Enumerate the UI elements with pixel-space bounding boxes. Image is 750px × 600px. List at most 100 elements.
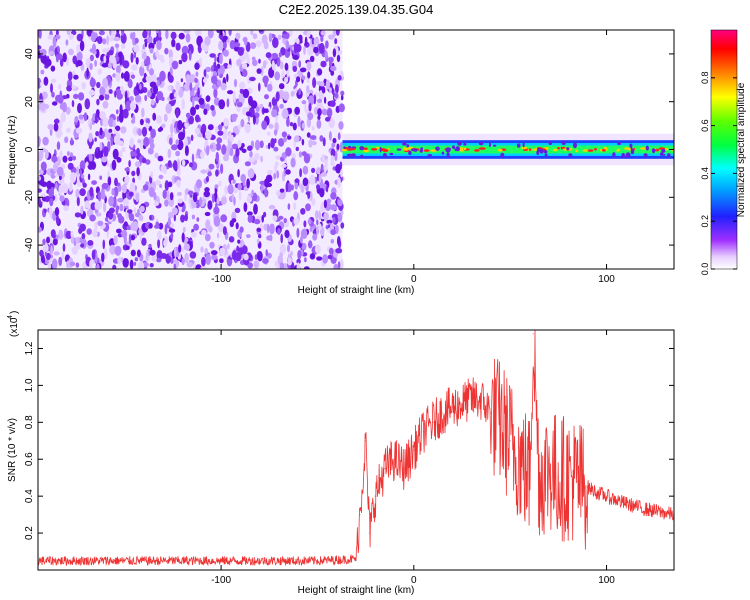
noise-blob	[121, 43, 126, 50]
noise-blob	[100, 192, 106, 200]
noise-blob	[52, 36, 57, 48]
noise-blob	[136, 147, 140, 155]
noise-blob	[193, 223, 200, 231]
noise-blob	[80, 63, 85, 71]
noise-blob	[211, 193, 215, 203]
noise-blob	[50, 65, 56, 72]
noise-blob	[259, 103, 264, 109]
noise-blob	[309, 253, 316, 260]
noise-blob	[300, 228, 308, 239]
noise-blob	[112, 148, 119, 160]
noise-blob	[170, 256, 174, 264]
snr-point	[384, 467, 386, 470]
noise-blob	[332, 48, 337, 58]
noise-blob	[298, 151, 303, 158]
noise-blob	[106, 132, 111, 141]
noise-blob	[53, 118, 60, 124]
band-fringe	[396, 148, 402, 151]
noise-blob	[116, 93, 123, 100]
noise-blob	[284, 229, 290, 239]
noise-blob	[298, 60, 302, 68]
noise-blob	[201, 256, 206, 267]
noise-blob	[149, 263, 154, 268]
noise-blob	[219, 53, 223, 65]
noise-blob	[119, 203, 124, 212]
noise-blob	[219, 64, 225, 75]
noise-blob	[181, 232, 185, 243]
noise-blob	[95, 131, 99, 137]
noise-blob	[54, 193, 58, 203]
noise-blob	[195, 104, 200, 110]
noise-blob	[69, 261, 76, 267]
noise-blob	[131, 64, 138, 71]
noise-blob	[314, 244, 321, 254]
noise-blob	[109, 55, 116, 64]
noise-blob	[149, 47, 154, 54]
noise-blob	[79, 168, 83, 177]
noise-blob	[137, 139, 141, 144]
snr-point	[422, 430, 425, 433]
snr-point	[220, 560, 222, 562]
noise-blob	[79, 237, 83, 244]
band-peak	[363, 147, 368, 150]
noise-blob	[45, 195, 50, 203]
noise-blob	[236, 101, 243, 108]
noise-blob	[130, 150, 135, 157]
noise-blob	[81, 233, 86, 240]
noise-blob	[288, 257, 292, 262]
noise-blob	[241, 62, 248, 69]
noise-blob	[76, 33, 84, 42]
band-peak	[575, 149, 579, 153]
noise-blob	[114, 125, 121, 132]
noise-blob	[246, 234, 251, 239]
noise-blob	[191, 153, 195, 164]
noise-blob	[125, 100, 132, 112]
noise-blob	[204, 233, 211, 242]
noise-blob	[284, 62, 289, 71]
noise-blob	[190, 199, 194, 205]
noise-blob	[75, 127, 83, 134]
noise-blob	[307, 44, 314, 56]
noise-blob	[87, 240, 94, 246]
noise-blob	[268, 32, 273, 43]
snr-scale-note: (x10	[9, 317, 20, 337]
noise-blob	[320, 35, 324, 42]
noise-blob	[122, 108, 129, 119]
noise-blob	[103, 55, 107, 63]
noise-blob	[237, 124, 242, 130]
noise-blob	[177, 158, 180, 170]
noise-blob	[337, 177, 341, 188]
y-tick-label: 1.2	[24, 341, 35, 355]
noise-blob	[284, 76, 289, 84]
noise-blob	[283, 217, 287, 224]
noise-blob	[227, 90, 234, 95]
noise-blob	[157, 54, 165, 61]
noise-blob	[76, 44, 80, 53]
noise-blob	[99, 111, 106, 120]
noise-blob	[181, 159, 186, 167]
noise-blob	[167, 160, 172, 168]
noise-blob	[65, 106, 71, 115]
noise-blob	[303, 266, 310, 269]
noise-blob	[89, 214, 96, 222]
band-fringe	[419, 149, 423, 153]
noise-blob	[141, 237, 147, 246]
noise-blob	[332, 217, 336, 224]
noise-blob	[133, 191, 136, 197]
noise-blob	[189, 251, 197, 259]
noise-blob	[326, 198, 332, 204]
noise-blob	[203, 108, 208, 115]
noise-blob	[62, 52, 67, 63]
noise-blob	[290, 90, 295, 97]
noise-blob	[306, 85, 310, 94]
noise-blob	[94, 221, 98, 231]
noise-blob	[171, 60, 179, 70]
noise-blob	[260, 155, 263, 163]
noise-blob	[200, 151, 205, 159]
noise-blob	[215, 142, 222, 151]
noise-blob	[303, 220, 307, 228]
band-fringe	[406, 144, 410, 148]
noise-blob	[215, 202, 218, 213]
noise-blob	[173, 263, 177, 269]
noise-blob	[252, 192, 258, 202]
